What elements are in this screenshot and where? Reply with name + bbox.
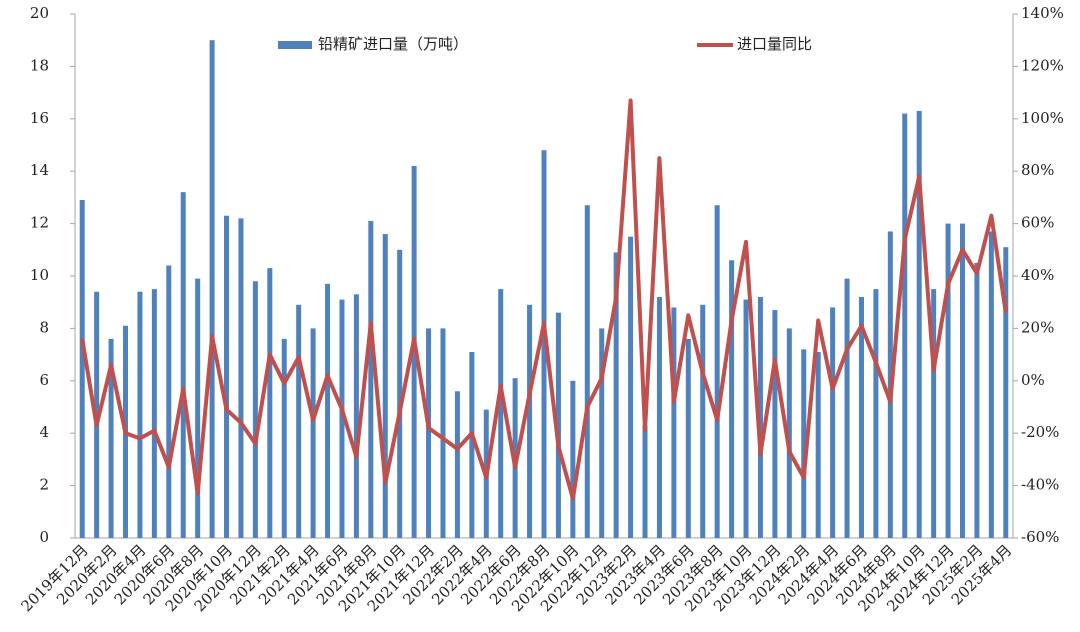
bar — [801, 349, 807, 538]
bar — [988, 231, 994, 538]
bar — [757, 296, 763, 538]
y2-tick-label: 20% — [1021, 318, 1054, 336]
bar — [426, 328, 432, 538]
bar — [224, 215, 230, 539]
bar — [252, 281, 258, 538]
bar — [469, 351, 475, 538]
bar — [858, 296, 864, 538]
y-tick-label: 2 — [39, 476, 49, 494]
bar — [700, 304, 706, 538]
y2-tick-label: -60% — [1021, 528, 1059, 546]
bar — [945, 223, 951, 538]
y-tick-label: 20 — [30, 4, 49, 22]
bar — [599, 328, 605, 538]
y2-tick-label: 100% — [1021, 109, 1064, 127]
bar — [613, 252, 619, 539]
bar — [815, 351, 821, 538]
bar — [108, 338, 114, 538]
bar — [368, 220, 374, 539]
bar — [570, 380, 576, 538]
legend-label: 进口量同比 — [737, 35, 812, 53]
bar — [714, 205, 720, 538]
bar — [1003, 247, 1009, 538]
y-tick-label: 14 — [30, 161, 49, 179]
y-tick-label: 8 — [39, 318, 49, 336]
y-tick-label: 10 — [30, 266, 49, 284]
bar — [79, 200, 85, 538]
bar — [931, 289, 937, 538]
bar — [729, 260, 735, 538]
bar — [238, 218, 244, 539]
y-tick-label: 6 — [39, 371, 49, 389]
bar — [772, 310, 778, 538]
bar — [902, 113, 908, 538]
y2-tick-label: -20% — [1021, 423, 1059, 441]
legend-label: 铅精矿进口量（万吨） — [318, 35, 468, 53]
bar — [382, 234, 388, 538]
y2-tick-label: -40% — [1021, 476, 1059, 494]
bar — [195, 278, 201, 538]
y-tick-label: 0 — [39, 528, 49, 546]
bar — [209, 40, 215, 538]
bar — [555, 312, 561, 538]
line — [80, 98, 1008, 501]
bar — [873, 289, 879, 538]
bar — [685, 338, 691, 538]
bar — [916, 110, 922, 538]
bar — [671, 307, 677, 538]
bar — [166, 265, 172, 538]
y2-tick-label: 120% — [1021, 56, 1064, 74]
bar — [541, 150, 547, 539]
y2-tick-label: 40% — [1021, 266, 1054, 284]
y2-tick-label: 0% — [1021, 371, 1045, 389]
y2-tick-label: 140% — [1021, 4, 1064, 22]
y-tick-label: 18 — [30, 56, 49, 74]
bar — [844, 278, 850, 538]
bar — [310, 328, 316, 538]
bar — [397, 249, 403, 539]
bar — [296, 304, 302, 538]
bar — [339, 299, 345, 538]
bar — [974, 262, 980, 538]
bar — [353, 294, 359, 538]
y-tick-label: 12 — [30, 214, 49, 232]
y2-tick-label: 60% — [1021, 214, 1054, 232]
bar — [642, 425, 648, 538]
bar — [527, 304, 533, 538]
bar — [267, 268, 273, 538]
bar — [440, 328, 446, 538]
bar — [281, 338, 287, 538]
legend-swatch — [278, 41, 312, 49]
bar — [325, 283, 331, 538]
y-tick-label: 16 — [30, 109, 49, 127]
bar — [656, 296, 662, 538]
bar — [454, 391, 460, 538]
bar — [959, 223, 965, 538]
bar — [743, 299, 749, 538]
bar — [180, 192, 186, 538]
bar — [151, 289, 157, 538]
y-tick-label: 4 — [39, 423, 49, 441]
bar — [498, 289, 504, 538]
bar — [628, 236, 634, 538]
bar — [786, 328, 792, 538]
bar — [830, 307, 836, 538]
bar — [137, 291, 143, 538]
bar — [584, 205, 590, 538]
y2-tick-label: 80% — [1021, 161, 1054, 179]
bar — [411, 165, 417, 538]
